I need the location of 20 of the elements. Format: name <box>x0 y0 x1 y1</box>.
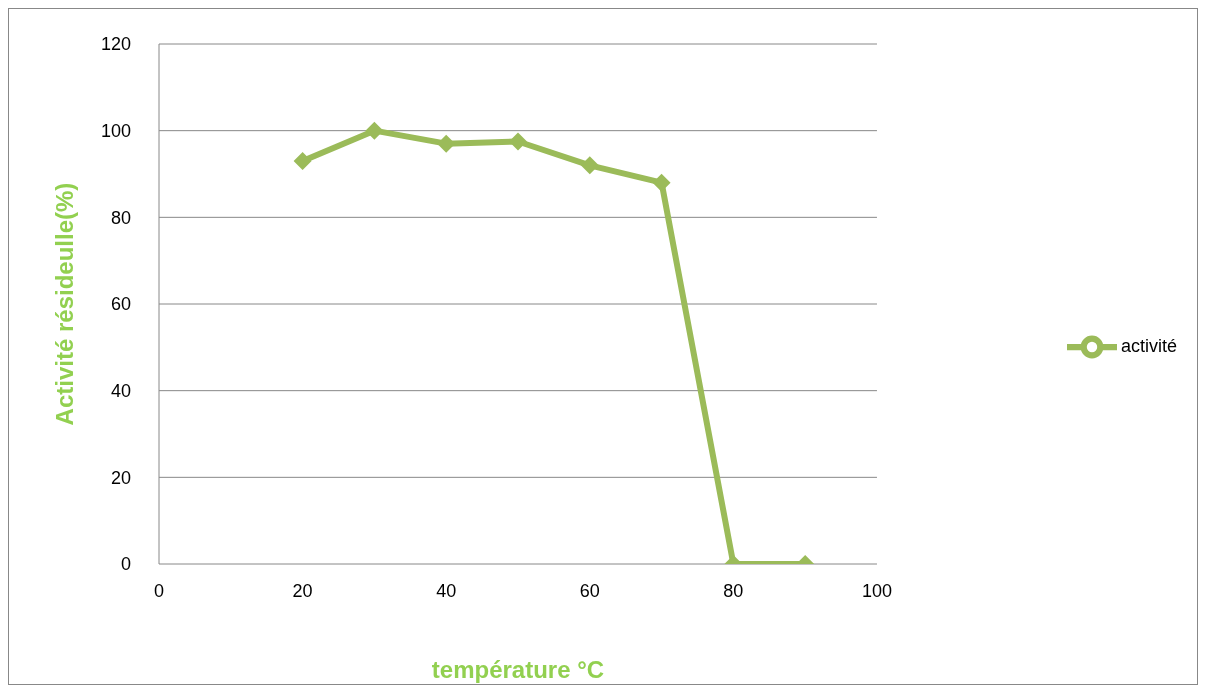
y-tick-label: 120 <box>100 34 131 55</box>
y-tick-label: 80 <box>110 207 131 228</box>
x-tick-label: 60 <box>579 580 600 601</box>
y-tick-label: 20 <box>110 467 131 488</box>
point <box>652 173 671 192</box>
y-tick-label: 40 <box>110 381 131 402</box>
x-tick-label: 100 <box>861 580 892 601</box>
x-tick-label: 20 <box>292 580 313 601</box>
x-tick-label: 0 <box>153 580 165 601</box>
y-tick-label: 60 <box>110 294 131 315</box>
x-tick-label: 80 <box>723 580 744 601</box>
point <box>365 121 384 140</box>
x-tick-label: 40 <box>436 580 457 601</box>
x-axis-title: température °C <box>431 656 605 683</box>
point <box>293 152 312 170</box>
y-axis-title: Activité résideulle(%) <box>50 182 78 426</box>
y-tick-label: 100 <box>100 121 131 142</box>
point <box>580 156 599 175</box>
y-tick-label: 0 <box>120 554 131 575</box>
legend-label: activité <box>1120 335 1177 356</box>
